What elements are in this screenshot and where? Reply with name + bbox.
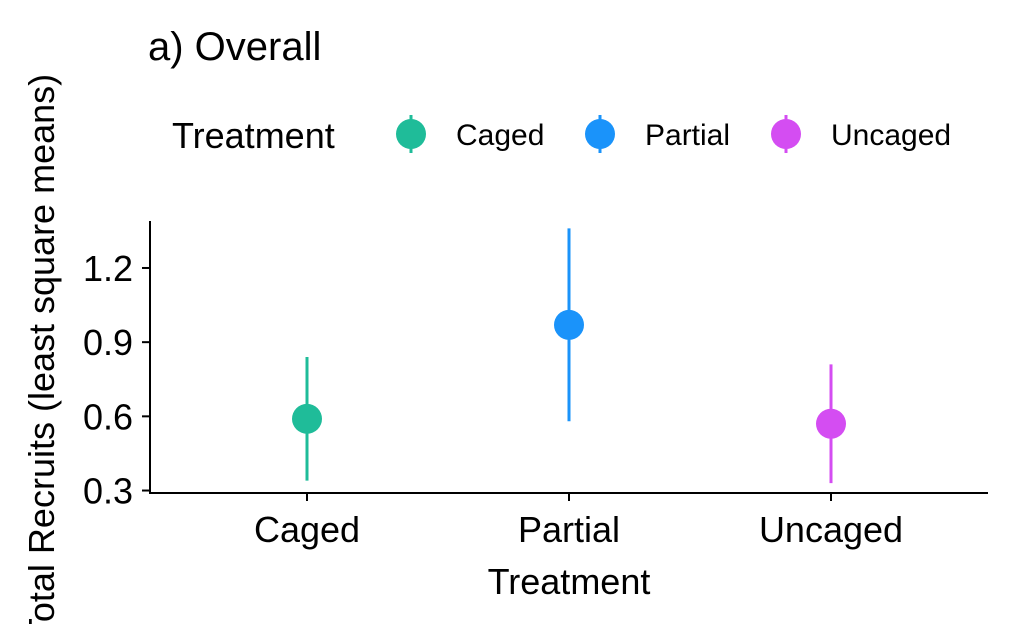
point-caged — [292, 403, 322, 434]
y-ticks: 0.3 0.6 0.9 1.2 — [83, 248, 150, 512]
x-tick-label: Caged — [254, 509, 360, 550]
x-axis-label: Treatment — [488, 561, 651, 602]
legend-title: Treatment — [172, 115, 335, 156]
data-marks — [292, 228, 846, 484]
y-tick-label: 1.2 — [83, 248, 133, 289]
legend-key-point — [585, 119, 615, 149]
legend-label: Partial — [645, 119, 730, 152]
y-tick-label: 0.9 — [83, 322, 133, 363]
legend-key-point — [396, 119, 426, 149]
legend: Caged Partial Uncaged — [396, 115, 951, 153]
x-ticks: Caged Partial Uncaged — [254, 493, 903, 550]
chart-title: a) Overall — [148, 25, 321, 69]
legend-key-point — [771, 119, 801, 149]
x-tick-label: Uncaged — [759, 509, 903, 550]
legend-label: Caged — [456, 119, 544, 152]
y-axis-label: Total Recruits (least square means) — [21, 74, 62, 624]
point-uncaged — [816, 408, 846, 439]
y-tick-label: 0.3 — [83, 471, 133, 512]
point-partial — [554, 309, 584, 340]
legend-label: Uncaged — [831, 119, 951, 152]
y-tick-label: 0.6 — [83, 396, 133, 437]
x-tick-label: Partial — [518, 509, 620, 550]
